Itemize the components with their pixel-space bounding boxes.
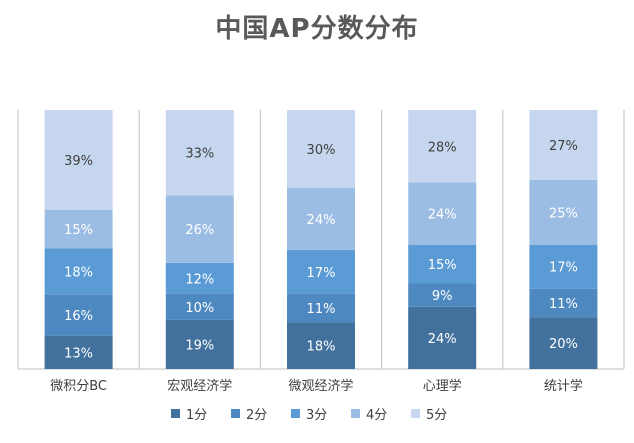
legend-label: 5分 — [426, 408, 447, 423]
bar-segment — [44, 294, 113, 336]
legend-swatch — [231, 409, 240, 418]
bar-segment — [529, 110, 598, 180]
bar-segment — [408, 110, 477, 183]
data-label: 13% — [64, 346, 93, 361]
category-label: 心理学 — [423, 378, 462, 394]
bar-segment — [44, 110, 113, 211]
data-label: 16% — [64, 309, 93, 324]
data-label: 33% — [185, 147, 214, 162]
bar-segment — [165, 110, 234, 196]
bar-segment — [287, 249, 355, 294]
legend-swatch — [351, 409, 360, 418]
bar-segment — [44, 335, 113, 369]
data-label: 18% — [64, 266, 93, 281]
bar-segment — [287, 322, 355, 369]
data-label: 12% — [185, 272, 214, 287]
data-label: 15% — [428, 258, 457, 273]
data-label: 24% — [428, 332, 457, 347]
data-label: 25% — [549, 206, 578, 221]
bar-segment — [408, 283, 477, 307]
legend-label: 1分 — [186, 408, 207, 423]
bar-segment — [287, 293, 355, 323]
bar-segment — [529, 288, 598, 318]
data-label: 15% — [64, 223, 93, 238]
data-label: 19% — [185, 338, 214, 353]
bar-segment — [44, 248, 113, 295]
data-label: 18% — [307, 340, 336, 355]
data-label: 11% — [307, 302, 336, 317]
bar-segment — [165, 319, 234, 369]
legend-label: 4分 — [366, 408, 387, 423]
legend-swatch — [411, 409, 420, 418]
data-label: 30% — [307, 143, 336, 158]
bar-segment — [165, 293, 234, 320]
data-label: 39% — [64, 154, 93, 169]
legend-swatch — [291, 409, 300, 418]
data-label: 9% — [432, 289, 453, 304]
bar-segment — [408, 306, 477, 369]
bar-segment — [44, 210, 113, 249]
bar-segment — [408, 244, 477, 284]
data-label: 11% — [549, 297, 578, 312]
bar-segment — [287, 187, 355, 250]
data-label: 24% — [428, 208, 457, 223]
category-label: 微积分BC — [50, 379, 107, 394]
data-label: 28% — [428, 140, 457, 155]
bar-segment — [529, 244, 598, 289]
bar-segment — [408, 182, 477, 245]
bar-segment — [165, 262, 234, 294]
chart-title: 中国AP分数分布 — [215, 14, 419, 44]
legend-label: 3分 — [306, 408, 327, 423]
data-label: 17% — [549, 261, 578, 276]
category-label: 宏观经济学 — [167, 378, 232, 394]
bar-segment — [529, 317, 598, 369]
bar-segment — [287, 110, 355, 188]
data-label: 17% — [307, 266, 336, 281]
data-label: 26% — [185, 223, 214, 238]
legend-swatch — [171, 409, 180, 418]
category-label: 微观经济学 — [288, 378, 353, 394]
data-label: 10% — [185, 301, 214, 316]
data-label: 24% — [307, 213, 336, 228]
legend-label: 2分 — [246, 408, 267, 423]
category-label: 统计学 — [544, 378, 583, 394]
data-label: 27% — [549, 139, 578, 154]
bar-segment — [165, 195, 234, 263]
data-label: 20% — [549, 337, 578, 352]
bar-segment — [529, 179, 598, 245]
